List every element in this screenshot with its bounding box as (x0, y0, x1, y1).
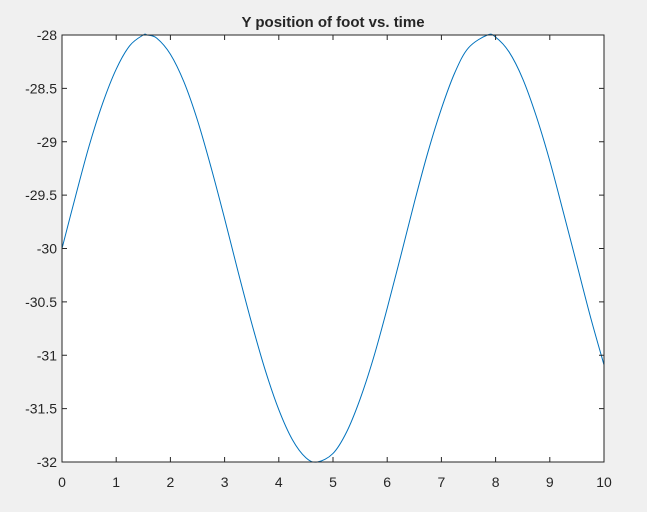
y-tick-label: -31 (37, 347, 57, 363)
chart-title: Y position of foot vs. time (241, 14, 424, 31)
x-tick-label: 10 (596, 474, 612, 490)
y-tick-label: -30.5 (25, 294, 57, 310)
x-tick-label: 4 (275, 474, 283, 490)
y-tick-label: -31.5 (25, 401, 57, 417)
x-tick-label: 6 (383, 474, 391, 490)
x-tick-label: 9 (546, 474, 554, 490)
y-tick-label: -29.5 (25, 187, 57, 203)
y-tick-label: -30 (37, 241, 57, 257)
x-tick-label: 5 (329, 474, 337, 490)
y-axis: -28 -28.5 -29 -29.5 -30 -30.5 -31 -31.5 -32 (25, 27, 604, 470)
y-tick-label: -29 (37, 134, 57, 150)
x-tick-label: 7 (438, 474, 446, 490)
x-tick-label: 1 (112, 474, 120, 490)
plot-area (62, 35, 604, 462)
x-tick-label: 0 (58, 474, 66, 490)
x-axis: 0 1 2 3 4 5 6 7 8 9 10 (58, 35, 612, 490)
y-tick-label: -32 (37, 454, 57, 470)
y-tick-label: -28 (37, 27, 57, 43)
y-tick-label: -28.5 (25, 80, 57, 96)
x-tick-label: 3 (221, 474, 229, 490)
x-tick-label: 8 (492, 474, 500, 490)
x-tick-label: 2 (167, 474, 175, 490)
